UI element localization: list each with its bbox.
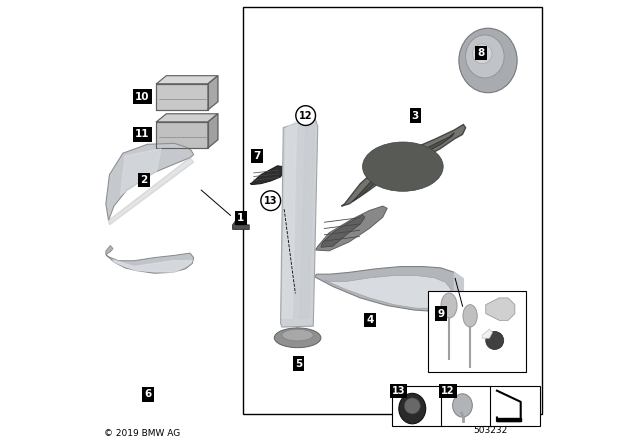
Polygon shape (497, 418, 521, 421)
Bar (428, 291, 526, 372)
Polygon shape (315, 267, 463, 311)
Text: 2: 2 (140, 175, 148, 185)
Polygon shape (352, 133, 454, 202)
Polygon shape (106, 246, 113, 254)
Text: 13: 13 (264, 196, 278, 206)
Polygon shape (113, 260, 192, 272)
Polygon shape (109, 158, 194, 225)
Text: 10: 10 (135, 92, 149, 102)
Text: 8: 8 (477, 48, 485, 58)
Polygon shape (280, 117, 317, 327)
Ellipse shape (452, 394, 472, 417)
Ellipse shape (463, 305, 477, 327)
Text: 503232: 503232 (473, 426, 508, 435)
Ellipse shape (486, 332, 504, 349)
Polygon shape (232, 220, 249, 229)
Polygon shape (106, 143, 194, 220)
Ellipse shape (362, 142, 443, 191)
Ellipse shape (282, 329, 314, 341)
Bar (243, 7, 541, 414)
Text: © 2019 BMW AG: © 2019 BMW AG (104, 429, 180, 438)
Ellipse shape (472, 44, 492, 64)
Text: 4: 4 (367, 315, 374, 325)
Polygon shape (316, 206, 387, 251)
Polygon shape (282, 121, 297, 318)
Bar (156, 122, 208, 148)
Text: 11: 11 (135, 129, 149, 139)
Polygon shape (106, 253, 194, 273)
Ellipse shape (404, 398, 420, 414)
Ellipse shape (465, 35, 504, 78)
Text: 6: 6 (145, 389, 152, 399)
Ellipse shape (399, 393, 426, 424)
Bar (156, 84, 208, 110)
Text: 7: 7 (253, 151, 261, 161)
Polygon shape (208, 114, 218, 148)
Circle shape (261, 191, 280, 211)
Polygon shape (342, 125, 465, 206)
Text: 5: 5 (295, 359, 302, 369)
Polygon shape (250, 166, 284, 185)
Polygon shape (482, 329, 493, 338)
Bar (392, 386, 540, 426)
Ellipse shape (441, 293, 457, 318)
Text: 1: 1 (237, 213, 244, 223)
Polygon shape (300, 125, 315, 318)
Ellipse shape (275, 328, 321, 348)
Polygon shape (324, 276, 451, 308)
Polygon shape (156, 76, 218, 84)
Polygon shape (321, 215, 365, 247)
Text: 12: 12 (299, 111, 312, 121)
Text: 12: 12 (441, 386, 454, 396)
Polygon shape (120, 149, 161, 195)
Polygon shape (208, 76, 218, 110)
Polygon shape (156, 114, 218, 122)
Text: 13: 13 (392, 386, 405, 396)
Circle shape (296, 106, 316, 125)
Polygon shape (486, 298, 515, 320)
Polygon shape (454, 272, 463, 310)
Text: 3: 3 (412, 111, 419, 121)
Text: 9: 9 (437, 309, 445, 319)
Ellipse shape (459, 28, 517, 93)
